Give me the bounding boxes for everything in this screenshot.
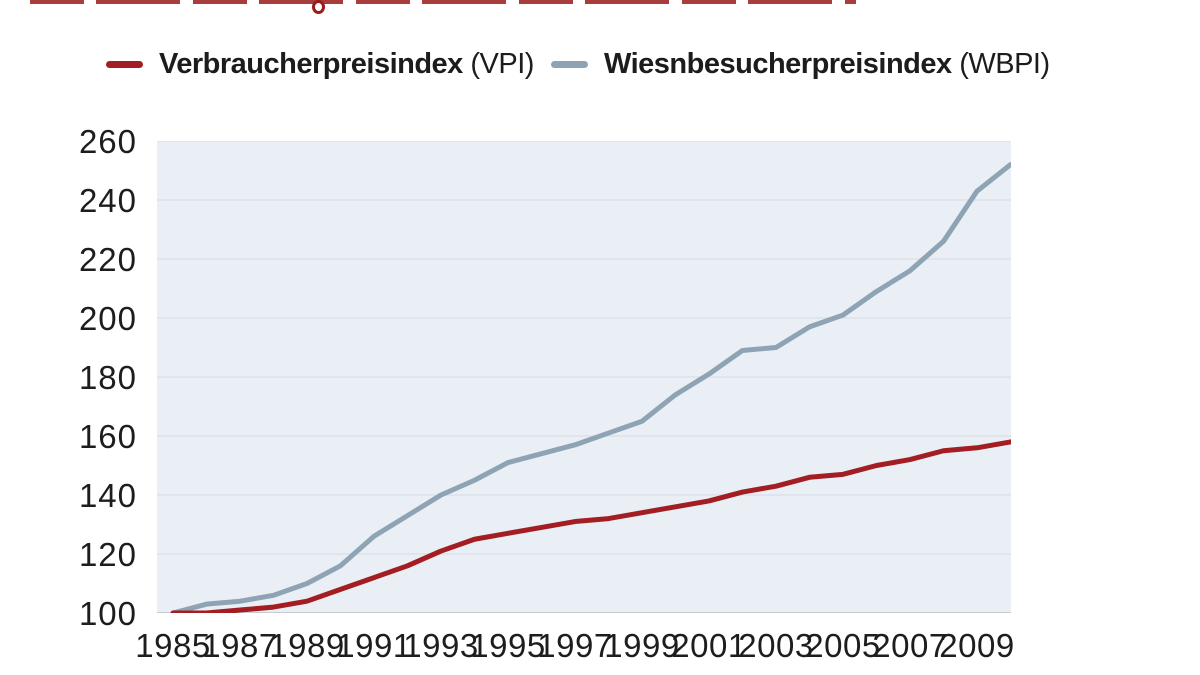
wbpi-line-series [170,162,1011,613]
legend-label-wbpi: Wiesnbesucherpreisindex (WBPI) [604,48,1050,81]
y-tick-label-120: 120 [78,535,137,573]
legend-label-vpi-name: Verbraucherpreisindex [159,47,463,80]
x-tick-label-2009: 2009 [939,627,1015,664]
y-tick-label-100: 100 [78,594,137,632]
x-tick-label-1991: 1991 [336,627,412,664]
x-tick-label-1993: 1993 [403,627,479,664]
y-tick-label-240: 240 [78,181,137,219]
vpi-line-series [170,439,1011,613]
legend-item-vpi: Verbraucherpreisindex (VPI) [106,46,534,82]
x-tick-label-1985: 1985 [135,627,211,664]
x-tick-label-1995: 1995 [470,627,546,664]
x-tick-label-2005: 2005 [805,627,881,664]
y-tick-label-260: 260 [78,122,137,160]
x-tick-label-2007: 2007 [872,627,948,664]
line-chart-plot-area [157,141,1011,613]
y-tick-label-220: 220 [78,240,137,278]
legend-label-vpi-abbr: (VPI) [462,47,534,80]
x-tick-label-2001: 2001 [671,627,747,664]
legend-label-wbpi-name: Wiesnbesucherpreisindex [604,47,952,80]
legend-label-vpi: Verbraucherpreisindex (VPI) [159,48,534,81]
cropped-title-fragment [30,0,856,4]
y-tick-label-180: 180 [78,358,137,396]
y-tick-label-140: 140 [78,476,137,514]
x-tick-label-1997: 1997 [537,627,613,664]
wbpi-line-swatch-icon [551,60,588,68]
legend-label-wbpi-abbr: (WBPI) [951,47,1050,80]
line-chart-canvas [157,141,1011,613]
x-tick-label-1999: 1999 [604,627,680,664]
y-tick-label-160: 160 [78,417,137,455]
legend-item-wbpi: Wiesnbesucherpreisindex (WBPI) [551,46,1050,82]
x-tick-label-1987: 1987 [202,627,278,664]
cropped-title-descender [312,0,325,14]
y-tick-label-200: 200 [78,299,137,337]
x-tick-label-2003: 2003 [738,627,814,664]
x-tick-label-1989: 1989 [269,627,345,664]
vpi-line-swatch-icon [106,60,143,68]
